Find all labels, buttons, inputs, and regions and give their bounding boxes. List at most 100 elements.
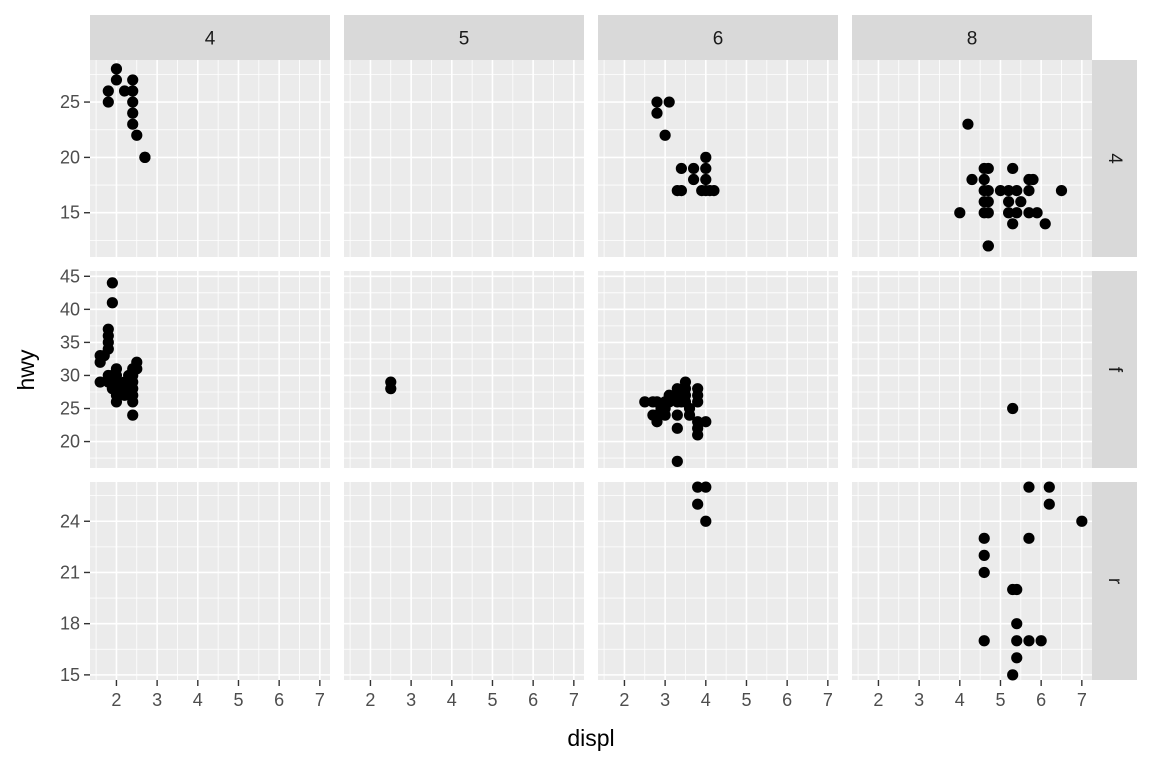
data-point — [978, 173, 990, 186]
panel-background — [90, 271, 330, 468]
data-point — [700, 162, 712, 175]
row-strip — [1092, 60, 1137, 257]
y-tick-label: 15 — [60, 665, 80, 685]
data-point — [692, 429, 704, 441]
panel-background — [852, 271, 1092, 468]
data-point — [1023, 207, 1035, 219]
data-point — [651, 96, 663, 108]
facet-panel-4-6 — [598, 60, 838, 257]
data-point — [106, 277, 118, 289]
data-point — [1011, 583, 1023, 596]
x-tick-label: 7 — [315, 690, 325, 710]
y-tick-label: 20 — [60, 147, 80, 167]
data-point — [700, 481, 712, 493]
panel-background — [90, 482, 330, 680]
y-tick-label: 18 — [60, 614, 80, 634]
y-tick-label: 25 — [60, 399, 80, 419]
data-point — [127, 74, 139, 86]
data-point — [700, 151, 712, 163]
data-point — [687, 162, 700, 175]
facet-panel-r-8 — [852, 481, 1092, 681]
column-strip-label: 6 — [713, 29, 724, 50]
y-tick-label: 15 — [60, 203, 80, 223]
data-point — [1035, 635, 1047, 647]
data-point — [94, 376, 106, 388]
x-axis-title: displ — [567, 725, 614, 751]
row-strip — [1092, 271, 1137, 468]
x-tick-label: 6 — [1036, 690, 1046, 710]
data-point — [700, 515, 712, 527]
panel-background — [598, 60, 838, 257]
data-point — [687, 173, 700, 186]
y-tick-label: 45 — [60, 266, 80, 286]
data-point — [696, 184, 708, 197]
data-point — [127, 396, 139, 408]
data-point — [994, 184, 1007, 197]
data-point — [659, 409, 671, 421]
facet-panel-4-5 — [344, 60, 584, 257]
row-strip-label: 4 — [1104, 153, 1125, 164]
data-point — [659, 129, 671, 141]
facet-panel-r-4 — [90, 482, 330, 680]
data-point — [978, 532, 990, 544]
data-point — [1023, 184, 1035, 197]
data-point — [683, 409, 696, 421]
data-point — [127, 118, 139, 130]
data-point — [1015, 196, 1027, 208]
y-tick-label: 30 — [60, 365, 80, 385]
y-tick-label: 21 — [60, 562, 80, 582]
data-point — [671, 455, 683, 467]
data-point — [692, 481, 704, 493]
data-point — [700, 173, 712, 186]
x-tick-label: 4 — [955, 690, 965, 710]
data-point — [127, 85, 139, 97]
column-strip — [598, 15, 838, 60]
data-point — [1076, 515, 1088, 527]
data-point — [102, 96, 114, 108]
x-tick-label: 3 — [152, 690, 162, 710]
data-point — [110, 63, 123, 75]
facet-panel-f-8 — [852, 271, 1092, 468]
data-point — [102, 343, 114, 355]
data-point — [110, 74, 123, 86]
column-strip — [852, 15, 1092, 60]
y-tick-label: 25 — [60, 92, 80, 112]
data-point — [982, 184, 994, 197]
data-point — [131, 129, 143, 141]
x-tick-label: 4 — [701, 690, 711, 710]
data-point — [663, 396, 675, 408]
data-point — [1011, 207, 1023, 219]
x-tick-label: 5 — [741, 690, 751, 710]
x-tick-label: 6 — [782, 690, 792, 710]
data-point — [982, 196, 994, 208]
data-point — [1023, 532, 1035, 544]
data-point — [110, 396, 123, 408]
data-point — [385, 383, 397, 395]
facet-panel-r-6 — [598, 481, 838, 680]
data-point — [1011, 618, 1023, 630]
y-tick-label: 20 — [60, 432, 80, 452]
row-strip — [1092, 482, 1137, 680]
data-point — [962, 118, 974, 130]
x-tick-label: 7 — [823, 690, 833, 710]
data-point — [127, 409, 139, 421]
facet-panel-4-4 — [90, 60, 330, 257]
data-point — [1011, 635, 1023, 647]
facet-panel-r-5 — [344, 482, 584, 680]
x-tick-label: 7 — [569, 690, 579, 710]
x-tick-label: 5 — [233, 690, 243, 710]
data-point — [1011, 652, 1023, 664]
panel-background — [598, 482, 838, 680]
data-point — [651, 107, 663, 119]
x-tick-label: 6 — [528, 690, 538, 710]
data-point — [106, 297, 118, 309]
data-point — [1007, 669, 1019, 681]
data-point — [118, 85, 131, 97]
panel-background — [344, 271, 584, 468]
data-point — [704, 184, 716, 197]
x-tick-label: 4 — [193, 690, 203, 710]
data-point — [1007, 218, 1019, 230]
data-point — [692, 396, 704, 408]
x-tick-label: 2 — [111, 690, 121, 710]
x-tick-label: 7 — [1077, 690, 1087, 710]
